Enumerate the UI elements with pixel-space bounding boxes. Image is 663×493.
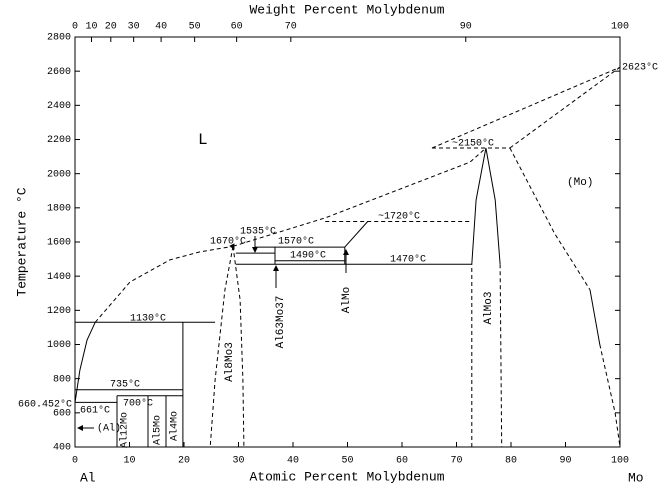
phase-boundary xyxy=(589,289,601,345)
annotation: 661°C xyxy=(80,405,110,417)
x-tick-label: 50 xyxy=(341,456,353,467)
y-axis-title: Temperature °C xyxy=(14,187,29,296)
phase-boundary xyxy=(431,66,621,149)
phase-boundary xyxy=(509,147,591,291)
x-tick-label: 70 xyxy=(450,456,462,467)
annotation: Al12Mo xyxy=(119,412,131,448)
annotation: 2623°C xyxy=(622,62,658,74)
y-tick-label: 2200 xyxy=(47,135,71,146)
annotation: ~2150°C xyxy=(452,138,494,150)
y-tick-label: 2800 xyxy=(47,33,71,44)
x-tick-label: 0 xyxy=(72,456,78,467)
annotation: ~1720°C xyxy=(378,211,420,223)
annotation: 1535°C xyxy=(240,226,276,238)
y-tick-label: 1600 xyxy=(47,238,71,249)
y-tick-label: 600 xyxy=(53,408,71,419)
y-tick-label: 400 xyxy=(53,443,71,454)
annotation: 1470°C xyxy=(390,254,426,266)
x-tick-label: 90 xyxy=(559,456,571,467)
phase-boundary xyxy=(344,221,369,248)
annotation: AlMo3 xyxy=(483,291,495,324)
phase-boundary xyxy=(232,147,487,247)
top-tick-label: 100 xyxy=(611,22,629,33)
left-end-label: Al xyxy=(80,470,96,485)
y-tick-label: 2400 xyxy=(47,101,71,112)
top-tick-label: 10 xyxy=(86,22,98,33)
annotation: Al8Mo3 xyxy=(224,342,236,382)
x-tick-label: 80 xyxy=(505,456,517,467)
phase-boundary xyxy=(599,344,621,448)
top-axis-title: Weight Percent Molybdenum xyxy=(249,2,444,17)
y-tick-label: 1000 xyxy=(47,340,71,351)
top-tick-label: 70 xyxy=(285,22,297,33)
annotation: 1670°C xyxy=(210,236,246,248)
x-tick-label: 40 xyxy=(287,456,299,467)
phase-boundary xyxy=(94,245,234,323)
top-tick-label: 30 xyxy=(128,22,140,33)
x-tick-label: 10 xyxy=(123,456,135,467)
top-tick-label: 60 xyxy=(231,22,243,33)
top-tick-label: 0 xyxy=(72,22,78,33)
x-tick-label: 60 xyxy=(396,456,408,467)
y-tick-label: 800 xyxy=(53,374,71,385)
top-tick-label: 20 xyxy=(105,22,117,33)
phase-boundary xyxy=(232,246,245,448)
top-tick-label: 50 xyxy=(189,22,201,33)
annotation: 735°C xyxy=(110,379,140,391)
y-tick-label: 1400 xyxy=(47,272,71,283)
right-end-label: Mo xyxy=(628,470,644,485)
y-tick-label: 2000 xyxy=(47,169,71,180)
phase-boundary xyxy=(74,322,96,403)
y-tick-label: 2600 xyxy=(47,67,71,78)
annotation: Al5Mo xyxy=(152,415,164,445)
x-tick-label: 100 xyxy=(611,456,629,467)
annotation: Al4Mo xyxy=(169,411,181,441)
x-axis-title: Atomic Percent Molybdenum xyxy=(249,469,444,484)
phase-boundary xyxy=(209,246,234,448)
y-tick-label: 1200 xyxy=(47,306,71,317)
annotation: 700°C xyxy=(123,398,153,410)
annotation: 1490°C xyxy=(290,250,326,262)
y-tick-label: 1800 xyxy=(47,203,71,214)
annotation: 660.452°C xyxy=(18,399,72,411)
top-tick-label: 40 xyxy=(155,22,167,33)
annotation: (Mo) xyxy=(567,177,593,189)
annotation: AlMo xyxy=(341,287,353,313)
annotation: 1130°C xyxy=(130,313,166,325)
annotation: 1570°C xyxy=(278,236,314,248)
top-tick-label: 90 xyxy=(460,22,472,33)
phase-boundary xyxy=(509,66,621,149)
annotation: L xyxy=(198,131,208,149)
phase-boundary xyxy=(499,264,503,448)
phase-boundary xyxy=(471,147,501,265)
x-tick-label: 30 xyxy=(232,456,244,467)
x-tick-label: 20 xyxy=(178,456,190,467)
arrow xyxy=(229,243,235,250)
plot-frame xyxy=(74,36,621,448)
annotation: Al63Mo37 xyxy=(275,296,287,349)
annotation: (Al) xyxy=(97,423,121,435)
